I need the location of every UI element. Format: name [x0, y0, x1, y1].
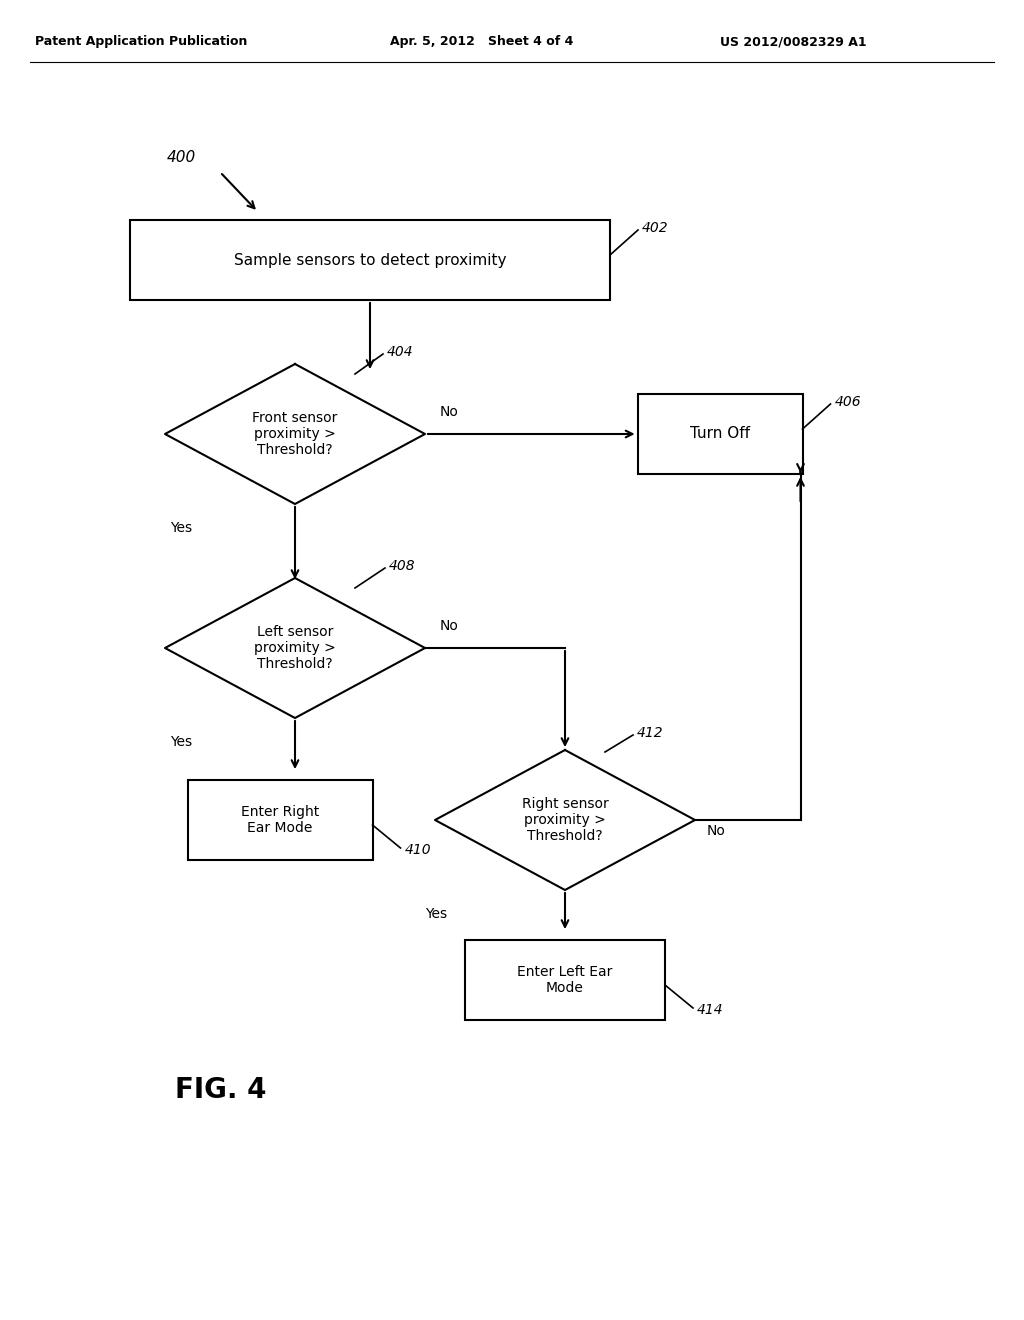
Text: 404: 404: [387, 345, 414, 359]
Bar: [130, 220, 610, 300]
Text: Front sensor
proximity >
Threshold?: Front sensor proximity > Threshold?: [252, 411, 338, 457]
Text: Yes: Yes: [170, 735, 193, 748]
Text: 410: 410: [404, 843, 431, 857]
Text: No: No: [707, 824, 726, 838]
Text: 406: 406: [835, 395, 861, 409]
Text: US 2012/0082329 A1: US 2012/0082329 A1: [720, 36, 866, 49]
Bar: [465, 940, 665, 1020]
Text: 412: 412: [637, 726, 664, 741]
Text: Enter Left Ear
Mode: Enter Left Ear Mode: [517, 965, 612, 995]
Bar: [187, 780, 373, 861]
Bar: [638, 393, 803, 474]
Text: Enter Right
Ear Mode: Enter Right Ear Mode: [241, 805, 319, 836]
Text: 402: 402: [642, 220, 669, 235]
Text: Left sensor
proximity >
Threshold?: Left sensor proximity > Threshold?: [254, 624, 336, 671]
Text: No: No: [440, 405, 459, 418]
Text: Patent Application Publication: Patent Application Publication: [35, 36, 248, 49]
Text: Yes: Yes: [425, 907, 447, 921]
Text: Turn Off: Turn Off: [690, 426, 750, 441]
Text: 414: 414: [697, 1003, 724, 1016]
Text: Apr. 5, 2012   Sheet 4 of 4: Apr. 5, 2012 Sheet 4 of 4: [390, 36, 573, 49]
Text: Yes: Yes: [170, 521, 193, 535]
Text: FIG. 4: FIG. 4: [175, 1076, 266, 1104]
Text: Sample sensors to detect proximity: Sample sensors to detect proximity: [233, 252, 506, 268]
Text: Right sensor
proximity >
Threshold?: Right sensor proximity > Threshold?: [521, 797, 608, 843]
Text: 408: 408: [389, 558, 416, 573]
Text: 400: 400: [167, 150, 197, 165]
Text: No: No: [440, 619, 459, 634]
